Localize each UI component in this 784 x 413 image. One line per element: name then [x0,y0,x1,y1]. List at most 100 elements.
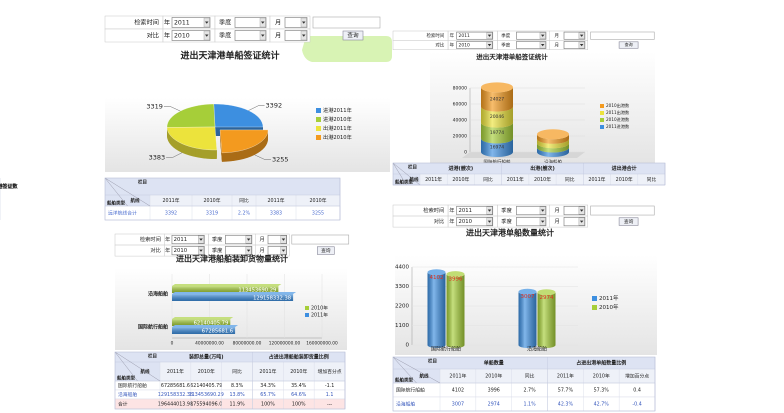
corner-label: 航线 [410,176,419,183]
table-subheader-label: 2010年 [485,373,502,380]
table-cell: 1.1% [523,402,536,408]
table-cell: -1.1 [325,383,334,389]
form-label: 对比 [435,42,444,49]
table-cell: 沿海船舶 [396,401,415,408]
select-value: 2010 [459,219,472,225]
bar-top [172,292,297,294]
query-button[interactable] [342,30,364,41]
select-box[interactable] [284,17,308,28]
pie-slice [219,129,269,154]
data-label: 67285681.6 [202,328,233,334]
form-label: 季度 [219,32,231,40]
legend-label: 2010进港数 [606,116,630,123]
legend-label: 出港2011年 [323,124,352,132]
select-arrow [540,34,545,37]
leader-line [166,152,183,158]
table-cell: 国际航行船舶 [396,387,425,394]
cylinder-shade [537,138,569,149]
data-label: 3255 [272,156,289,164]
table-subheader-label: 2010年 [203,197,220,204]
form-label: 季度 [219,19,231,27]
select-box[interactable] [456,217,494,227]
form-label: 月 [260,247,265,254]
x-tick-label: 国际航行船舶 [431,346,461,353]
select-value: 2010 [174,33,190,40]
table-cell: -0.4 [632,402,641,408]
table-cell: 1.1 [326,392,334,398]
table-group-header: 进出港合计 [612,165,637,172]
select-box[interactable] [563,41,586,49]
select-box[interactable] [563,31,586,40]
table-cell: 113453690.29 [189,392,224,398]
select-box[interactable] [171,17,211,28]
table-cell: 3007 [452,402,464,408]
select-box[interactable] [516,217,547,227]
table-subheader-label: 2011年 [557,373,574,380]
input-box[interactable] [291,234,350,245]
query-button[interactable] [618,41,639,49]
table-header [105,178,340,195]
legend-swatch [592,305,597,310]
select-arrow [205,34,209,37]
select-arrow [199,249,203,252]
select-box[interactable] [171,234,205,245]
corner-label: 栏目 [148,353,157,360]
select-box[interactable] [516,205,547,216]
select-box[interactable] [456,41,494,49]
select-box[interactable] [456,205,494,216]
table-corner [393,174,420,185]
data-label: 24027 [490,96,504,102]
form-label: 月 [260,236,265,243]
select-box[interactable] [234,17,267,28]
table-cell: 国际航行船舶 [118,382,147,389]
input-box[interactable] [590,31,655,40]
select-box[interactable] [284,30,308,41]
select-box[interactable] [267,246,288,256]
select-box[interactable] [225,234,253,245]
select-box[interactable] [171,30,211,41]
select-arrow [540,220,545,223]
select-box[interactable] [563,217,586,227]
table-cell: 67285681.6 [161,383,190,389]
x-tick-label: 0 [171,341,174,347]
x-tick-label: 沿海船舶 [544,159,562,166]
select-arrow [246,238,251,241]
legend-swatch [316,135,321,140]
data-label: 19774 [490,130,504,136]
select-box[interactable] [225,246,253,256]
select-box[interactable] [516,41,547,49]
cylinder-shade [537,292,556,348]
cylinder-top [481,82,513,93]
select-box[interactable] [563,205,586,216]
table-subheader-label: 2011年 [425,176,442,183]
data-label: 62140405.79 [194,320,229,326]
input-box[interactable] [590,205,655,216]
corner-diagonal [392,162,421,186]
table-header [393,163,665,174]
legend-label: 2011出港数 [606,109,630,116]
table-subheader-label: 2010年 [616,176,633,183]
legend-swatch [592,296,597,301]
table-cell: 35.4% [291,383,307,389]
select-box[interactable] [456,31,494,40]
query-button[interactable] [316,246,335,255]
leader-line [254,154,272,160]
corner-label: 船舶类型 [395,377,413,384]
form-label: 月 [555,43,559,49]
select-box[interactable] [171,246,205,256]
select-box[interactable] [516,31,547,40]
corner-diagonal [392,356,417,384]
select-box[interactable] [267,234,288,245]
query-button[interactable] [618,217,639,226]
select-box[interactable] [234,30,267,41]
cylinder-shade [537,147,569,157]
table-corner [105,195,150,206]
cylinder-top [446,271,465,278]
cylinder-shade [446,274,465,348]
data-label: 3996 [449,277,463,283]
form-label: 对比 [434,217,445,225]
input-box[interactable] [312,16,381,29]
bar-top [172,325,239,327]
select-value: 2010 [459,43,470,49]
corner-label: 船舶类型 [107,200,125,207]
